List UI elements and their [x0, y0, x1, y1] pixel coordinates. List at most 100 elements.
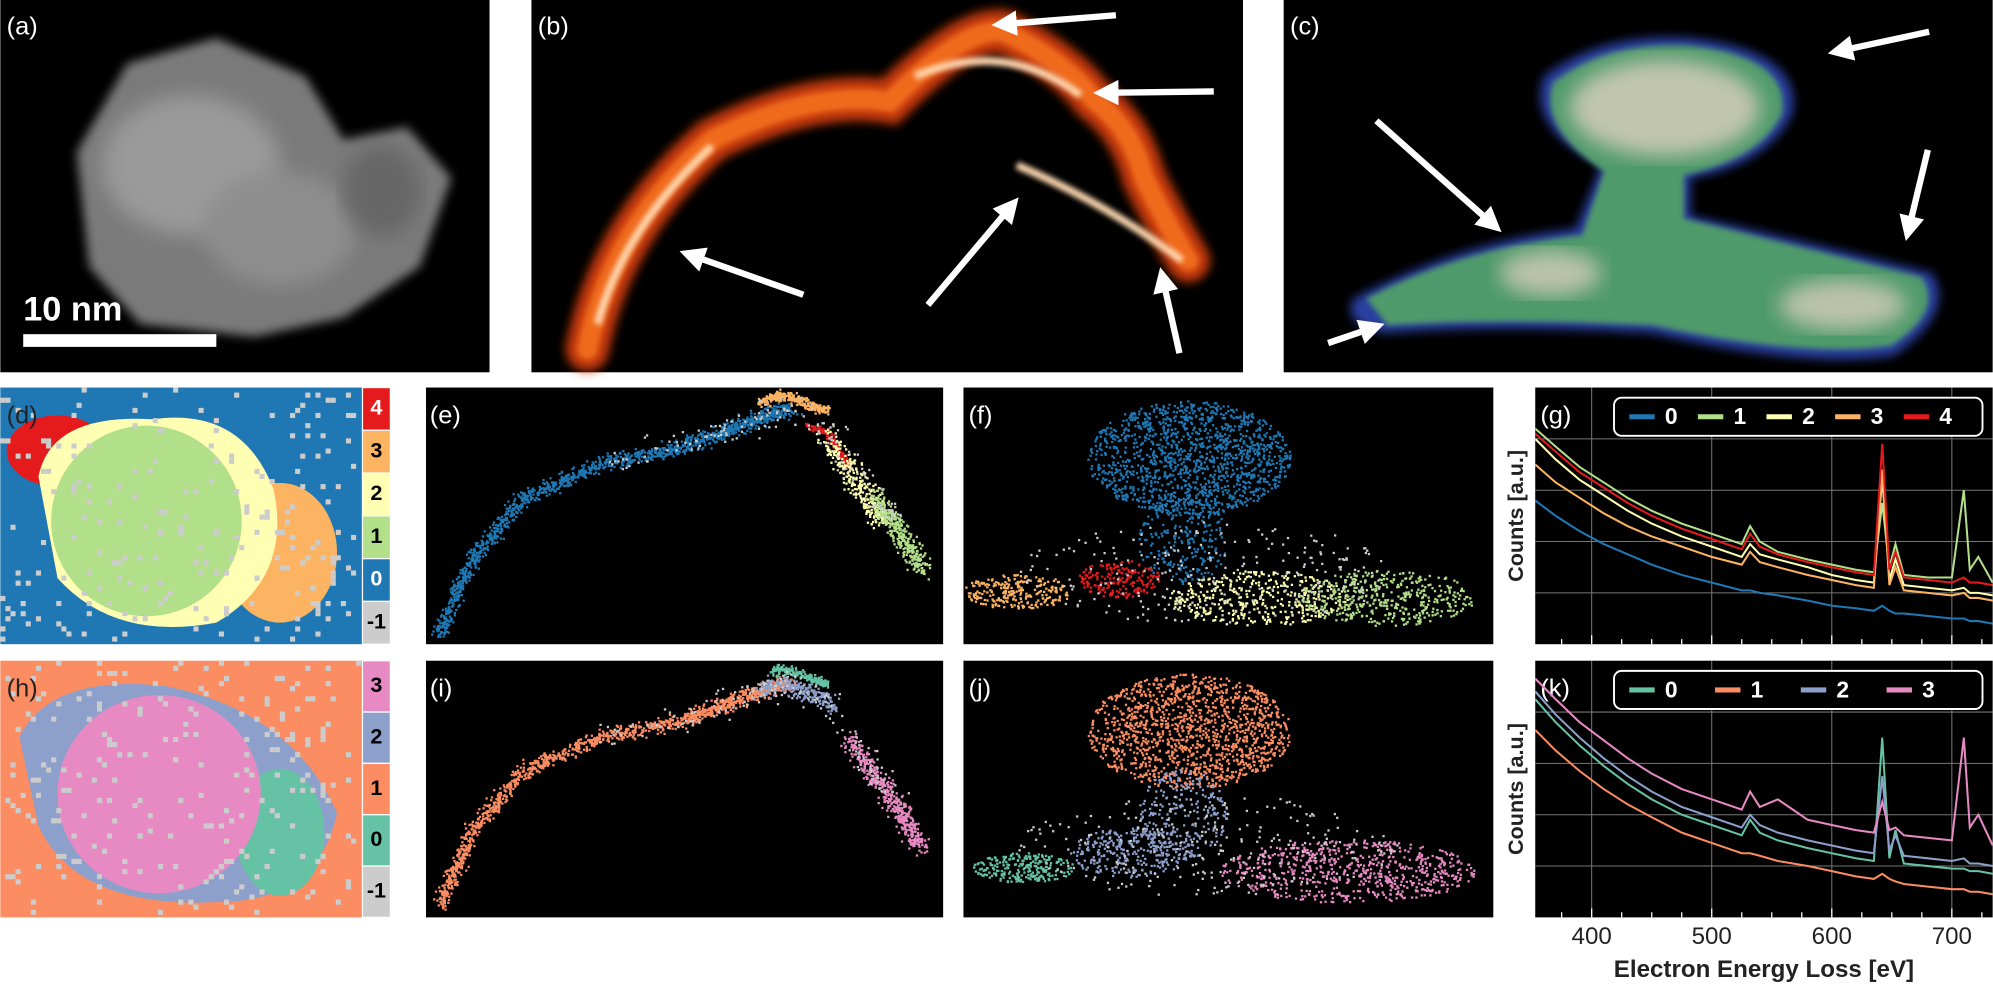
embedding-point	[695, 721, 698, 724]
embedding-point	[546, 484, 550, 487]
embedding-point	[817, 690, 821, 694]
embedding-point	[657, 717, 660, 720]
embedding-point	[457, 594, 460, 597]
embedding-point	[808, 405, 812, 408]
embedding-point	[769, 400, 773, 403]
embedding-point	[506, 784, 509, 787]
embedding-point	[447, 605, 450, 609]
noise-pixel	[183, 721, 189, 727]
embedding-point	[446, 630, 449, 634]
noise-pixel	[284, 519, 291, 525]
embedding-point	[741, 697, 745, 700]
embedding-point	[478, 830, 481, 834]
embedding-point	[777, 409, 781, 412]
embedding-point	[506, 786, 509, 789]
embedding-point	[779, 684, 783, 687]
embedding-point	[450, 868, 453, 871]
embedding-point	[546, 755, 549, 759]
noise-pixel	[198, 686, 204, 692]
embedding-point	[579, 738, 583, 741]
embedding-point	[527, 776, 531, 780]
embedding-point	[502, 794, 506, 798]
embedding-point	[752, 423, 756, 426]
noise-pixel	[117, 575, 123, 581]
embedding-point	[727, 432, 731, 435]
embedding-point	[633, 728, 637, 732]
embedding-point	[790, 399, 794, 402]
noise-pixel	[96, 757, 102, 763]
embedding-point	[492, 523, 495, 527]
noise-pixel	[320, 433, 326, 439]
noise-pixel	[259, 889, 265, 895]
embedding-point	[686, 714, 689, 717]
embedding-point	[449, 588, 452, 591]
embedding-point	[765, 407, 768, 410]
embedding-point	[584, 471, 587, 475]
embedding-point	[830, 442, 833, 445]
embedding-point	[877, 515, 880, 518]
embedding-point	[834, 432, 837, 435]
embedding-point	[590, 464, 594, 467]
noise-pixel	[178, 884, 184, 890]
embedding-point	[481, 544, 484, 547]
noise-pixel	[269, 747, 275, 753]
embedding-point	[690, 709, 693, 712]
noise-pixel	[188, 706, 194, 712]
embedding-point	[662, 452, 665, 455]
embedding-point	[904, 546, 907, 550]
embedding-point	[473, 555, 476, 558]
embedding-point	[503, 524, 506, 528]
noise-pixel	[208, 823, 214, 829]
embedding-point	[855, 470, 859, 474]
embedding-point	[642, 449, 645, 452]
embedding-point	[506, 512, 509, 516]
embedding-point	[899, 531, 902, 534]
embedding-point	[666, 454, 669, 457]
embedding-point	[513, 778, 516, 781]
embedding-point	[500, 520, 503, 524]
embedding-point	[853, 453, 856, 456]
embedding-point	[729, 429, 732, 433]
embedding-point	[863, 486, 866, 490]
embedding-point	[656, 455, 660, 458]
embedding-point	[638, 454, 641, 457]
embedding-point	[805, 397, 809, 400]
embedding-point	[726, 700, 730, 703]
embedding-point	[451, 591, 454, 594]
embedding-point	[821, 410, 824, 414]
embedding-point	[833, 453, 836, 457]
embedding-point	[453, 611, 456, 615]
embedding-point	[795, 403, 799, 407]
embedding-point	[686, 441, 690, 444]
embedding-point	[786, 406, 789, 410]
embedding-point	[830, 438, 833, 442]
embedding-point	[731, 694, 734, 697]
noise-pixel	[218, 864, 224, 870]
embedding-point	[789, 684, 792, 687]
embedding-point	[633, 452, 637, 456]
embedding-point	[640, 732, 643, 735]
noise-pixel	[157, 428, 163, 434]
embedding-point	[571, 753, 575, 756]
embedding-point	[552, 486, 555, 489]
embedding-point	[880, 514, 883, 517]
embedding-point	[482, 541, 485, 544]
noise-pixel	[345, 884, 352, 890]
embedding-point	[463, 822, 467, 826]
embedding-point	[497, 516, 500, 519]
embedding-point	[517, 775, 520, 779]
embedding-point	[826, 428, 830, 431]
embedding-point	[462, 844, 466, 847]
embedding-point	[700, 438, 703, 442]
embedding-point	[446, 890, 449, 893]
embedding-point	[738, 434, 741, 437]
colorbar-label: 3	[370, 437, 382, 462]
embedding-point	[860, 472, 863, 476]
embedding-point	[650, 727, 654, 730]
embedding-point	[517, 778, 521, 782]
noise-pixel	[330, 696, 336, 702]
embedding-point	[493, 535, 496, 538]
embedding-point	[755, 689, 758, 692]
embedding-point	[454, 875, 457, 878]
embedding-point	[809, 686, 812, 689]
